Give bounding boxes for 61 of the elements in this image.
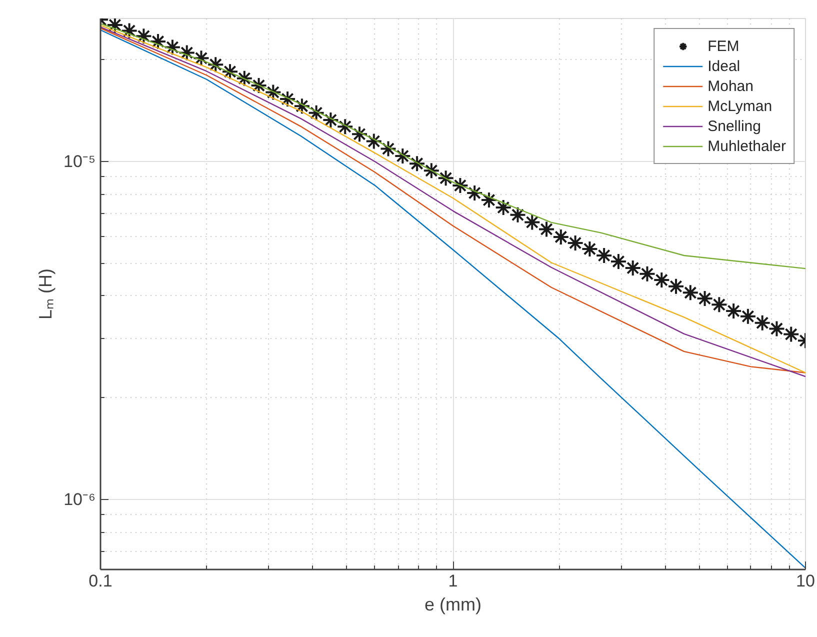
legend-label: McLyman: [708, 97, 772, 115]
legend-label: Mohan: [708, 77, 754, 95]
y-axis-title: Lₘ (H): [36, 268, 56, 320]
point: [293, 98, 310, 115]
legend-label: FEM: [708, 37, 740, 55]
point: [710, 296, 728, 314]
point: [581, 240, 598, 258]
point: [624, 259, 642, 276]
point: [466, 184, 484, 202]
point: [422, 162, 440, 180]
point: [380, 140, 397, 158]
point: [192, 50, 210, 67]
point: [638, 265, 656, 282]
point: [106, 18, 124, 34]
point: [509, 206, 526, 224]
point: [610, 252, 627, 270]
point: [437, 170, 454, 187]
point: [150, 33, 167, 50]
point: [221, 63, 238, 80]
x-tick-label: 10: [796, 572, 815, 590]
point: [178, 44, 196, 62]
point: [322, 111, 340, 128]
point: [782, 326, 800, 343]
point: [696, 290, 714, 308]
point: [336, 118, 354, 136]
point: [682, 284, 699, 302]
x-tick-label: 0.1: [88, 572, 112, 590]
point: [264, 84, 282, 101]
point: [494, 198, 512, 216]
point: [394, 148, 412, 165]
point: [164, 38, 181, 56]
point: [552, 228, 570, 246]
point: [350, 126, 368, 143]
point: [754, 314, 771, 332]
legend-label: Ideal: [708, 57, 740, 75]
point: [207, 56, 224, 74]
legend-label: Muhlethaler: [708, 137, 786, 155]
point: [250, 76, 268, 94]
point: [739, 308, 756, 325]
point: [768, 320, 786, 338]
point: [566, 234, 584, 252]
x-axis-title: e (mm): [424, 594, 482, 614]
point: [308, 104, 325, 122]
point: [596, 246, 613, 264]
point: [365, 132, 382, 150]
x-tick-label: 1: [448, 572, 458, 590]
point: [236, 70, 253, 87]
point: [524, 214, 541, 231]
point: [452, 177, 469, 194]
point: [135, 28, 152, 45]
point: [725, 302, 742, 320]
point: [408, 155, 426, 172]
y-tick-label: 10⁻⁶: [64, 490, 96, 509]
point: [480, 192, 498, 209]
legend-label: Snelling: [708, 117, 761, 135]
point: [279, 90, 296, 108]
point: [120, 22, 138, 40]
y-tick-label: 10⁻⁵: [64, 152, 96, 171]
point: [538, 220, 556, 238]
point: [653, 271, 670, 288]
point: [668, 278, 685, 295]
